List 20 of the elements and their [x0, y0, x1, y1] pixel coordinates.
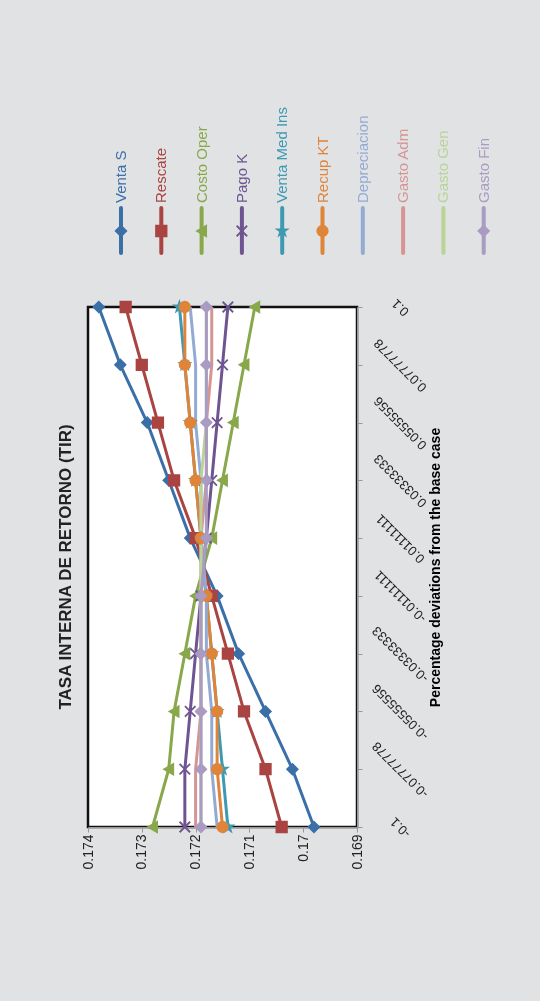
text: Rescate	[152, 147, 170, 203]
x-tick-label: 0.17	[294, 834, 311, 862]
x-tick-label: 0.169	[348, 834, 365, 870]
text: Costo Oper	[192, 126, 210, 203]
y-tick-label: -0.1	[386, 814, 414, 842]
text: Gasto Fin	[474, 137, 492, 203]
y-axis-title: Percentage deviations from the base case	[427, 427, 444, 708]
x-tick-label: 0.171	[240, 834, 257, 870]
text: Pago K	[232, 153, 250, 203]
text: Gasto Gen	[434, 130, 452, 203]
x-tick-label: 0.173	[133, 834, 150, 870]
text: Venta S	[112, 150, 129, 203]
x-tick-label: 0.172	[187, 834, 204, 870]
text: Venta Med Ins	[273, 107, 291, 203]
text: Depreciacion	[353, 115, 371, 203]
x-tick-label: 0.174	[79, 834, 96, 870]
text: Gasto Adm	[394, 128, 412, 203]
text: Recup KT	[313, 136, 331, 203]
y-tick-label: 0.1	[388, 296, 412, 320]
text: TASA INTERNA DE RETORNO (TIR)	[56, 424, 75, 710]
